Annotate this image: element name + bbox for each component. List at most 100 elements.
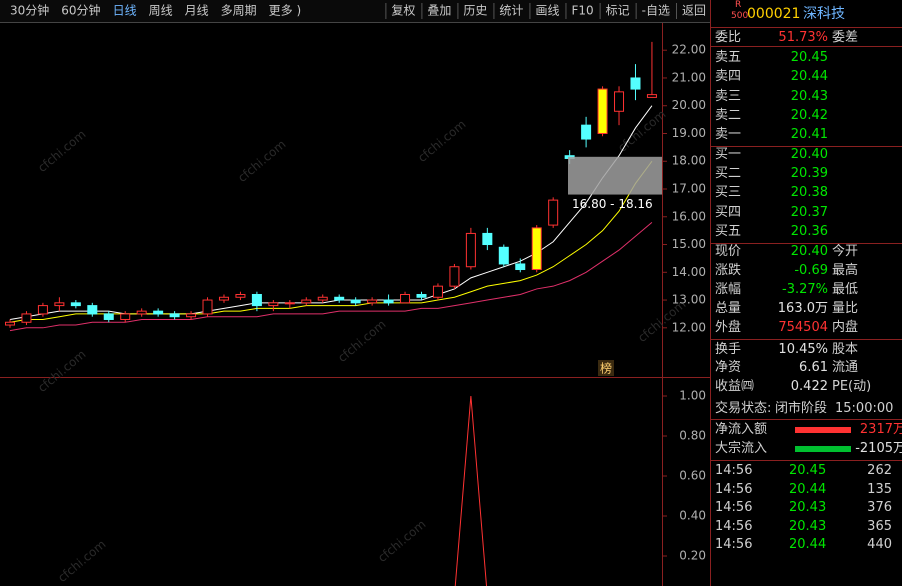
chart: cfchi.com cfchi.com cfchi.com cfchi.com cfch…	[0, 0, 711, 586]
toolbar-button[interactable]: 复权	[391, 4, 415, 18]
watermark: cfchi.com	[35, 347, 88, 395]
divider	[711, 339, 902, 340]
toolbar-button[interactable]: 叠加	[427, 4, 451, 18]
flow-value: -2105万	[855, 441, 902, 456]
candle-body	[37, 305, 48, 315]
row-label: 现价	[715, 244, 742, 259]
tick-time: 14:56	[715, 463, 753, 478]
axes: 12.00 13.00 14.00 15.00 16.00 17.00 18.00 19.00…	[662, 43, 706, 563]
watermark: cfchi.com	[35, 127, 88, 175]
candle-body	[284, 302, 295, 305]
toolbar-button[interactable]: 统计	[499, 4, 523, 18]
candle-body	[432, 285, 443, 298]
watermark: cfchi.com	[335, 317, 388, 365]
row-label: 买二	[715, 166, 742, 181]
selection-box	[568, 156, 662, 195]
candle-body	[268, 302, 279, 307]
row-label: 收益㈣	[715, 379, 755, 394]
row-label: 卖四	[715, 69, 742, 84]
divider	[711, 243, 902, 244]
candle-body	[70, 302, 81, 307]
tick-price: 20.43	[789, 500, 827, 515]
row-value: 163.0万	[777, 301, 828, 316]
stock-name: 深科技	[803, 6, 845, 22]
candle-body	[136, 310, 147, 315]
toolbar-button[interactable]: 返回	[682, 4, 706, 18]
toolbar-button[interactable]: 历史	[463, 4, 487, 18]
candle-body	[334, 296, 345, 301]
tick-volume: 262	[867, 463, 892, 478]
row-label: 买一	[715, 147, 742, 162]
divider	[711, 46, 902, 47]
candle-body	[597, 88, 608, 134]
y-tick-label: 20.00	[672, 98, 706, 112]
watermark: cfchi.com	[415, 117, 468, 165]
y-tick-label: 21.00	[672, 70, 706, 84]
badge-r: R	[735, 0, 742, 10]
row-label2: 最高	[832, 263, 859, 278]
stock-code: 000021	[747, 6, 801, 22]
candle-body	[383, 299, 394, 304]
row-label: 净资	[715, 360, 742, 375]
row-value: 20.41	[790, 127, 828, 142]
toolbar-button[interactable]: -自选	[642, 4, 670, 18]
row-value: 6.61	[799, 360, 828, 375]
row-label2: 股本	[832, 342, 859, 357]
row-value: 10.45%	[778, 342, 828, 357]
row-value: 20.36	[790, 224, 828, 239]
watermark: cfchi.com	[55, 537, 108, 585]
row-value: 20.37	[790, 205, 828, 220]
tick-time: 14:56	[715, 518, 753, 534]
toolbar-tab[interactable]: 更多 )	[269, 4, 302, 18]
flow-value: 2317万	[859, 422, 902, 437]
toolbar-tab[interactable]: 30分钟	[10, 3, 49, 18]
line	[454, 395, 488, 586]
candle-body	[5, 321, 15, 326]
toolbar-tab[interactable]: 周线	[149, 4, 173, 18]
toolbar-tab[interactable]: 月线	[185, 4, 209, 18]
candle-body	[202, 299, 213, 315]
toolbar-button[interactable]: F10	[571, 4, 593, 18]
candle-body	[251, 293, 262, 307]
row-label2: 最低	[832, 282, 859, 297]
row-label2: 流通	[832, 360, 859, 375]
row-label2: 今开	[832, 244, 859, 259]
row-label2: 量比	[832, 301, 859, 316]
row-value: 754504	[778, 320, 828, 335]
y-tick-label: 18.00	[672, 154, 706, 168]
tick-volume: 365	[867, 518, 892, 534]
toolbar-tab[interactable]: 60分钟	[61, 3, 100, 18]
status-label: 交易状态:	[715, 401, 772, 416]
y-tick-label: 14.00	[672, 265, 706, 279]
candle-body	[614, 91, 625, 112]
y-tick-label: 0.80	[679, 429, 706, 443]
row-value: 20.39	[790, 166, 828, 181]
badge-bg	[598, 360, 614, 376]
tick-price: 20.44	[789, 537, 827, 552]
line	[9, 160, 653, 323]
y-tick-label: 0.40	[679, 509, 706, 523]
candle-body	[317, 296, 328, 301]
candle-body	[646, 94, 657, 98]
row-label: 买五	[715, 224, 742, 239]
row-value: 20.45	[790, 50, 828, 65]
candle-body	[103, 313, 114, 320]
candle-body	[531, 227, 542, 271]
selection-label: 16.80 - 18.16	[572, 197, 653, 211]
candle-body	[400, 293, 411, 304]
row-label: 卖二	[715, 108, 742, 123]
row-label: 卖一	[715, 127, 742, 142]
quote-panel: R 500 000021 深科技 委比 51.73% 委差 卖五 20.45 卖四 20.44 卖三 2…	[711, 0, 902, 586]
row-value: 51.73%	[778, 30, 828, 45]
tick-volume: 440	[867, 537, 892, 552]
toolbar-tab[interactable]: 多周期	[221, 4, 257, 18]
row-value: 20.40	[790, 147, 828, 162]
candle-body	[153, 310, 164, 315]
toolbar-tab[interactable]: 日线	[113, 4, 137, 18]
toolbar-button[interactable]: 标记	[606, 4, 630, 18]
flow-bar	[795, 427, 851, 433]
y-tick-label: 12.00	[672, 320, 706, 334]
toolbar-button[interactable]: 画线	[535, 4, 559, 18]
row-label: 总量	[715, 301, 742, 316]
y-tick-label: 0.20	[679, 549, 706, 563]
